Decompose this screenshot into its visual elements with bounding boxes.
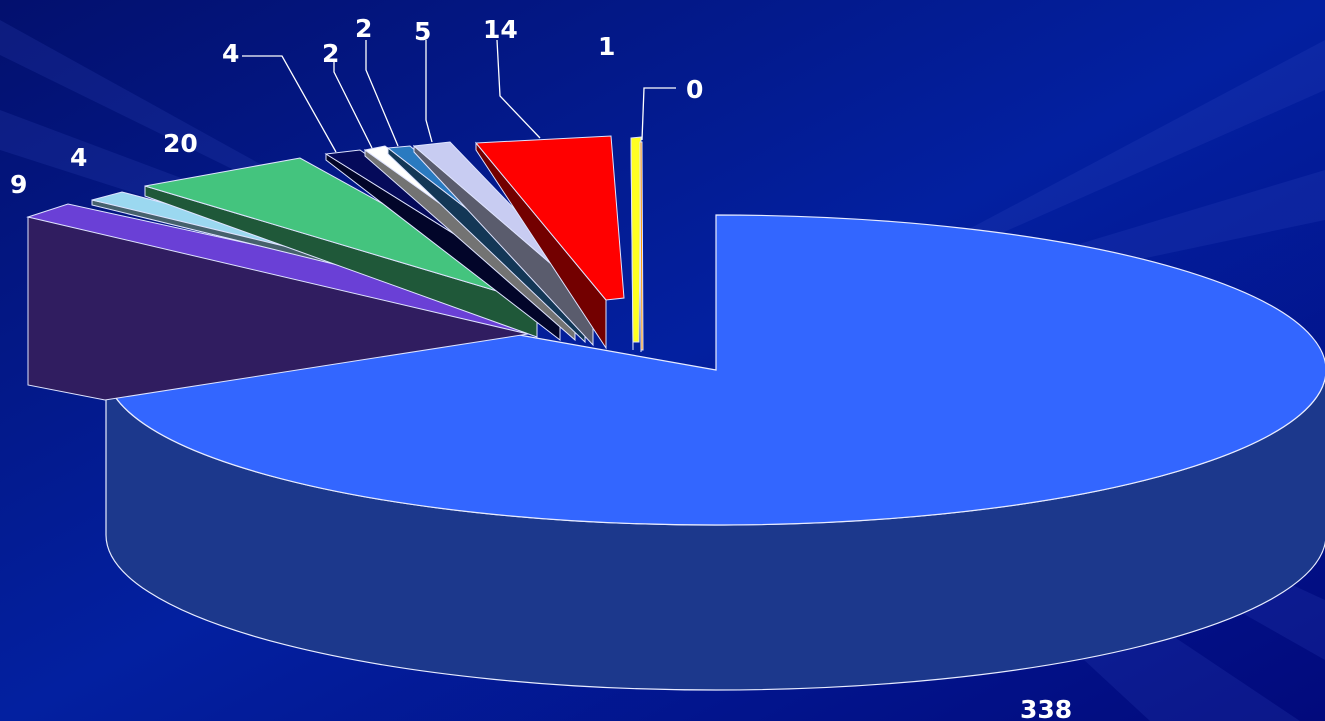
- slice-338: [105, 214, 1325, 691]
- slice-3: [144, 157, 552, 338]
- data-label-9: 1: [598, 32, 615, 61]
- data-label-0: 338: [1020, 695, 1072, 721]
- data-label-3: 20: [163, 129, 198, 158]
- data-label-4: 4: [222, 39, 239, 68]
- leader-line-0: [242, 55, 337, 153]
- leader-line-5: [641, 87, 676, 141]
- slice-1: [26, 203, 531, 401]
- data-label-6: 2: [355, 14, 372, 43]
- data-label-5: 2: [322, 39, 339, 68]
- data-label-7: 5: [414, 17, 431, 46]
- data-label-1: 9: [10, 170, 27, 199]
- data-label-10: 0: [686, 75, 703, 104]
- leader-line-4: [496, 39, 541, 139]
- data-label-8: 14: [483, 15, 518, 44]
- slice-8: [474, 135, 625, 350]
- leader-line-1: [333, 62, 373, 149]
- leader-line-2: [365, 40, 399, 147]
- slice-10: [639, 141, 644, 353]
- leader-line-3: [425, 40, 433, 143]
- data-label-2: 4: [70, 143, 87, 172]
- slice-9: [630, 136, 642, 351]
